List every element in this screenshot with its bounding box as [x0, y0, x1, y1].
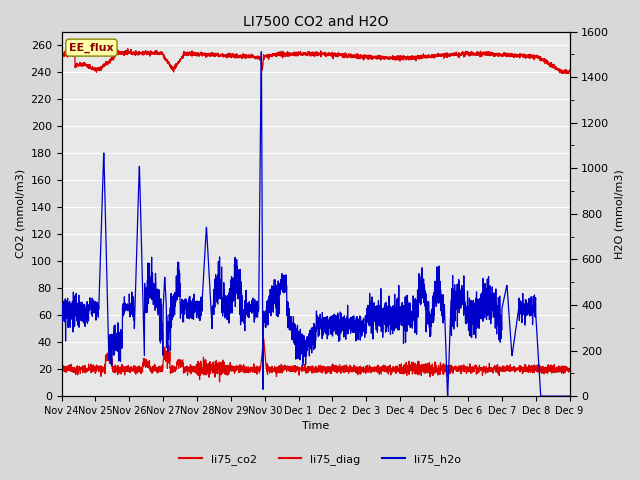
X-axis label: Time: Time [302, 421, 329, 432]
Y-axis label: CO2 (mmol/m3): CO2 (mmol/m3) [15, 169, 25, 258]
Text: EE_flux: EE_flux [69, 43, 114, 53]
Title: LI7500 CO2 and H2O: LI7500 CO2 and H2O [243, 15, 388, 29]
Y-axis label: H2O (mmol/m3): H2O (mmol/m3) [615, 169, 625, 259]
Legend: li75_co2, li75_diag, li75_h2o: li75_co2, li75_diag, li75_h2o [175, 450, 465, 469]
